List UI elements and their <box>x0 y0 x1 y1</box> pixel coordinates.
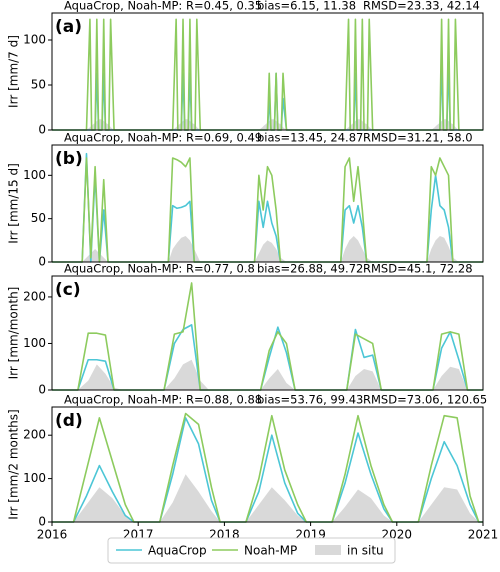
legend-swatch <box>315 545 341 555</box>
panel-label: (c) <box>55 280 81 300</box>
plot-frame <box>51 144 484 263</box>
stats-annotation: RMSD=23.33, 42.14 <box>363 0 480 13</box>
plot-frame <box>51 12 484 131</box>
panel-label: (a) <box>55 17 82 37</box>
x-tick-label: 2021 <box>468 528 499 542</box>
legend-box <box>107 537 396 564</box>
y-axis-label: Irr [mm/7 d] <box>7 35 21 108</box>
y-tick-label: 100 <box>23 471 46 485</box>
y-tick-label: 50 <box>31 211 46 225</box>
y-tick-label: 50 <box>31 78 46 92</box>
stats-annotation: RMSD=73.06, 120.65 <box>363 393 487 407</box>
line <box>52 412 483 523</box>
x-tick-label: 2016 <box>37 528 68 542</box>
y-axis-label: Irr [mm/month] <box>7 287 21 380</box>
area <box>52 359 483 390</box>
legend-label: Noah-MP <box>244 544 297 558</box>
panel-label: (b) <box>55 149 83 169</box>
stats-annotation: bias=26.88, 49.72 <box>257 262 363 276</box>
y-tick-label: 100 <box>23 336 46 350</box>
legend-label: AquaCrop <box>148 544 207 558</box>
stats-annotation: AquaCrop, Noah-MP: R=0.77, 0.8 <box>64 262 255 276</box>
y-axis-label: Irr [mm/15 d] <box>7 163 21 244</box>
y-tick-label: 0 <box>38 515 46 529</box>
y-tick-label: 100 <box>23 168 46 182</box>
stats-annotation: RMSD=45.1, 72.28 <box>363 262 473 276</box>
line <box>52 282 483 391</box>
line <box>52 417 483 523</box>
line <box>52 157 483 263</box>
y-tick-label: 100 <box>23 33 46 47</box>
y-tick-label: 0 <box>38 123 46 137</box>
stats-annotation: AquaCrop, Noah-MP: R=0.69, 0.49 <box>64 131 262 145</box>
y-tick-label: 0 <box>38 255 46 269</box>
stats-annotation: AquaCrop, Noah-MP: R=0.88, 0.88 <box>64 393 262 407</box>
legend: AquaCrop Noah-MP in situ <box>107 537 396 564</box>
legend-label: in situ <box>347 544 384 558</box>
stats-annotation: AquaCrop, Noah-MP: R=0.45, 0.35 <box>64 0 262 13</box>
y-tick-label: 200 <box>23 289 46 303</box>
line <box>52 18 483 131</box>
plot-frame <box>51 275 484 391</box>
area <box>52 236 483 262</box>
stats-annotation: bias=53.76, 99.43 <box>257 393 363 407</box>
y-tick-label: 200 <box>23 428 46 442</box>
y-axis-label: Irr [mm/2 months] <box>7 409 21 519</box>
plot-frame <box>51 406 484 523</box>
stats-annotation: bias=13.45, 24.87 <box>257 131 363 145</box>
stats-annotation: RMSD=31.21, 58.0 <box>363 131 473 145</box>
y-tick-label: 0 <box>38 383 46 397</box>
stats-annotation: bias=6.15, 11.38 <box>257 0 356 13</box>
panel-label: (d) <box>55 411 83 431</box>
area <box>52 474 483 522</box>
